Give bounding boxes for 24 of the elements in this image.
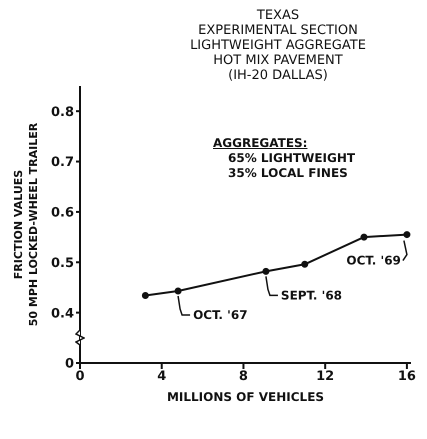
- annotation: SEPT. '68: [280, 288, 342, 302]
- y-tick-label: 0.4: [50, 306, 74, 322]
- y-tick-label: 0.8: [50, 104, 74, 120]
- point: [174, 287, 182, 294]
- point: [360, 234, 368, 241]
- point: [403, 231, 410, 238]
- point: [142, 292, 149, 300]
- point: [301, 260, 308, 268]
- x-tick-label: 12: [316, 369, 334, 384]
- annotation: OCT. '67: [193, 308, 248, 322]
- chart-title: TEXAS EXPERIMENTAL SECTION LIGHTWEIGHT AGGREGATE HOT MIX PAVEMENT (IH-20 DALLAS): [189, 8, 367, 83]
- x-axis-title: MILLIONS OF VEHICLES: [166, 390, 324, 404]
- point: [262, 268, 270, 275]
- y-tick-label: 0: [64, 356, 74, 372]
- x-tick-label: 16: [398, 369, 416, 384]
- annotation: OCT. '69: [346, 254, 401, 268]
- x-tick-label: 8: [238, 369, 248, 384]
- y-axis-title: FRICTION VALUES 50 MPH LOCKED-WHEEL TRAILER: [12, 122, 40, 326]
- x-tick-label: 0: [75, 369, 85, 384]
- y-tick-label: 0.6: [50, 206, 74, 221]
- y-tick-label: 0.7: [50, 155, 74, 170]
- x-tick-label: 4: [157, 369, 166, 384]
- annotation: AGGREGATES: 65% LIGHTWEIGHT 35% LOCAL FINES: [213, 136, 356, 181]
- y-tick-label: 0.5: [50, 256, 74, 271]
